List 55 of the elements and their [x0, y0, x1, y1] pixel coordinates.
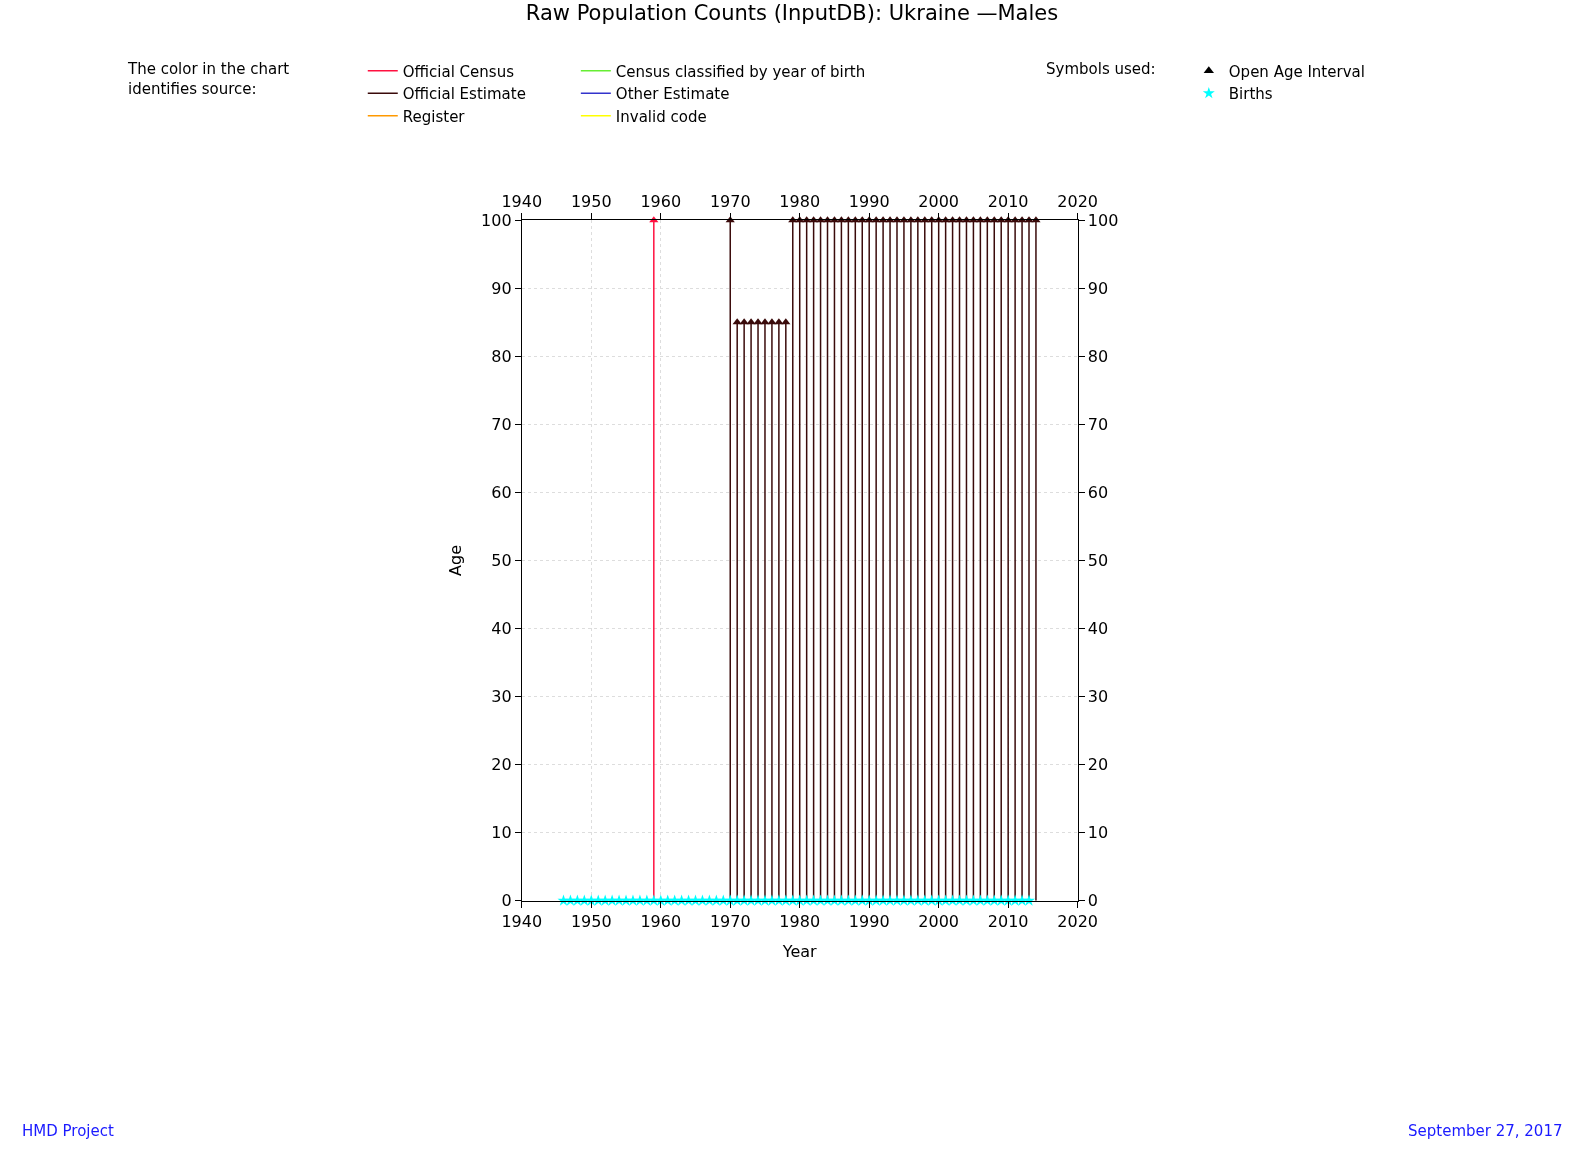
y2-tick-label: 70: [1087, 414, 1109, 434]
legend-label: Official Census: [402, 62, 515, 81]
legend-label: Births: [1228, 85, 1273, 104]
y2-tick-label: 20: [1087, 755, 1109, 775]
y2-tick-label: 30: [1087, 687, 1109, 707]
y2-tick-label: 10: [1087, 823, 1109, 843]
y-tick-label: 50: [491, 551, 512, 571]
x2-tick-label: 1960: [640, 911, 682, 931]
y-tick-label: 40: [491, 619, 512, 639]
x-tick-label: 1980: [779, 191, 821, 211]
chart-title: Raw Population Counts (InputDB): Ukraine —Males: [525, 1, 1059, 26]
x2-tick-label: 1950: [570, 911, 612, 931]
x-tick-label: 1960: [640, 191, 682, 211]
x2-tick-label: 1940: [501, 911, 543, 931]
y-tick-label: 100: [481, 210, 512, 230]
x-tick-label: 1950: [570, 191, 612, 211]
legend-label: Invalid code: [615, 107, 707, 126]
y2-tick-label: 0: [1087, 891, 1099, 911]
x-tick-label: 2010: [987, 191, 1029, 211]
y-tick-label: 70: [491, 414, 512, 434]
text: Symbols used:: [1046, 60, 1156, 78]
y-tick-label: 60: [491, 482, 512, 502]
y2-tick-label: 60: [1087, 482, 1109, 502]
y-tick-label: 10: [491, 823, 512, 843]
x-tick-label: 1990: [848, 191, 890, 211]
x-tick-label: 2000: [918, 191, 960, 211]
x-tick-label: 2020: [1057, 191, 1098, 211]
x-tick-label: 1940: [501, 191, 543, 211]
x2-tick-label: 1980: [779, 911, 821, 931]
y-tick-label: 80: [491, 346, 512, 366]
legend-label: Register: [402, 107, 466, 126]
x2-tick-label: 2020: [1057, 911, 1098, 931]
y-axis-title: Age: [445, 544, 465, 576]
y2-tick-label: 90: [1087, 278, 1109, 298]
x2-tick-label: 1970: [709, 911, 751, 931]
x2-tick-label: 1990: [848, 911, 890, 931]
text: September 27, 2017: [1408, 1122, 1563, 1140]
y-tick-label: 30: [491, 687, 512, 707]
y-tick-label: 20: [491, 755, 512, 775]
text: HMD Project: [22, 1122, 114, 1140]
x2-tick-label: 2000: [918, 911, 960, 931]
legend-label: Open Age Interval: [1228, 62, 1365, 81]
legend-label: Census classified by year of birth: [615, 62, 866, 81]
y2-tick-label: 100: [1087, 210, 1119, 230]
x-tick-label: 1970: [709, 191, 751, 211]
y2-tick-label: 40: [1087, 619, 1109, 639]
y2-tick-label: 80: [1087, 346, 1109, 366]
x-axis-title: Year: [781, 941, 818, 961]
text: The color in the chart identifies source:: [127, 60, 290, 98]
x2-tick-label: 2010: [987, 911, 1029, 931]
legend-label: Official Estimate: [402, 85, 526, 104]
y-tick-label: 0: [501, 891, 512, 911]
y2-tick-label: 50: [1087, 551, 1109, 571]
y-tick-label: 90: [491, 278, 512, 298]
legend-label: Other Estimate: [615, 85, 730, 104]
